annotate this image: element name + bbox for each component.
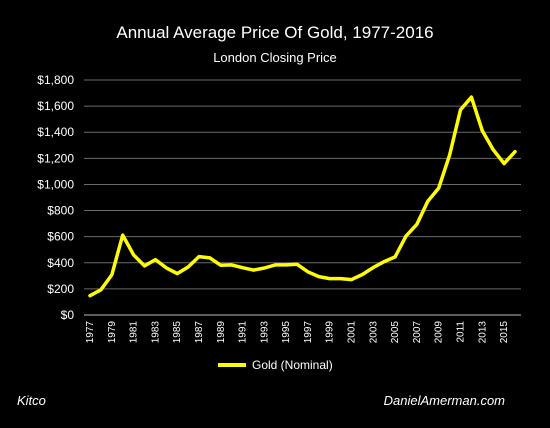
y-tick-label: $800 <box>47 204 74 218</box>
y-tick-label: $1,600 <box>37 99 74 113</box>
series-layer <box>88 95 517 298</box>
gridlines <box>84 79 521 290</box>
y-tick-label: $400 <box>47 256 74 270</box>
x-tick-label: 2001 <box>347 321 358 344</box>
y-tick-label: $1,800 <box>37 73 74 87</box>
legend-label-gold: Gold (Nominal) <box>252 358 333 372</box>
y-tick-label: $1,000 <box>37 177 74 191</box>
x-tick-label: 2011 <box>456 321 467 343</box>
series-line-gold <box>88 95 517 298</box>
chart-subtitle: London Closing Price <box>213 50 337 65</box>
x-tick-label: 2009 <box>434 321 445 344</box>
x-tick-label: 1981 <box>129 321 140 344</box>
y-tick-label: $600 <box>47 230 74 244</box>
y-tick-label: $200 <box>47 282 74 296</box>
x-tick-label: 1985 <box>172 321 183 344</box>
y-tick-label: $1,400 <box>37 125 74 139</box>
site-label: DanielAmerman.com <box>384 393 506 408</box>
x-tick-label: 1995 <box>281 321 292 344</box>
chart-title: Annual Average Price Of Gold, 1977-2016 <box>116 23 433 42</box>
source-label: Kitco <box>17 393 46 408</box>
legend: Gold (Nominal) <box>218 358 333 372</box>
x-tick-label: 1977 <box>85 321 96 344</box>
x-tick-label: 1993 <box>259 321 270 344</box>
x-tick-label: 1999 <box>325 321 336 344</box>
x-tick-label: 1979 <box>107 321 118 344</box>
x-tick-label: 2015 <box>499 321 510 344</box>
x-axis-ticks: 1977 1979 1981 1983 1985 1987 1989 1991 1993 1995… <box>85 321 510 344</box>
x-tick-label: 1997 <box>303 321 314 344</box>
x-tick-label: 2003 <box>368 321 379 344</box>
x-tick-label: 2005 <box>390 321 401 344</box>
x-tick-label: 1991 <box>238 321 249 344</box>
y-axis-ticks: $0 $200 $400 $600 $800 $1,000 $1,200 $1,400 $1,6… <box>37 73 74 322</box>
x-tick-label: 2007 <box>412 321 423 344</box>
x-tick-label: 1987 <box>194 321 205 344</box>
y-tick-label: $0 <box>61 308 75 322</box>
x-tick-label: 1989 <box>216 321 227 344</box>
x-tick-label: 2013 <box>477 321 488 344</box>
x-tick-label: 1983 <box>150 321 161 344</box>
y-tick-label: $1,200 <box>37 151 74 165</box>
